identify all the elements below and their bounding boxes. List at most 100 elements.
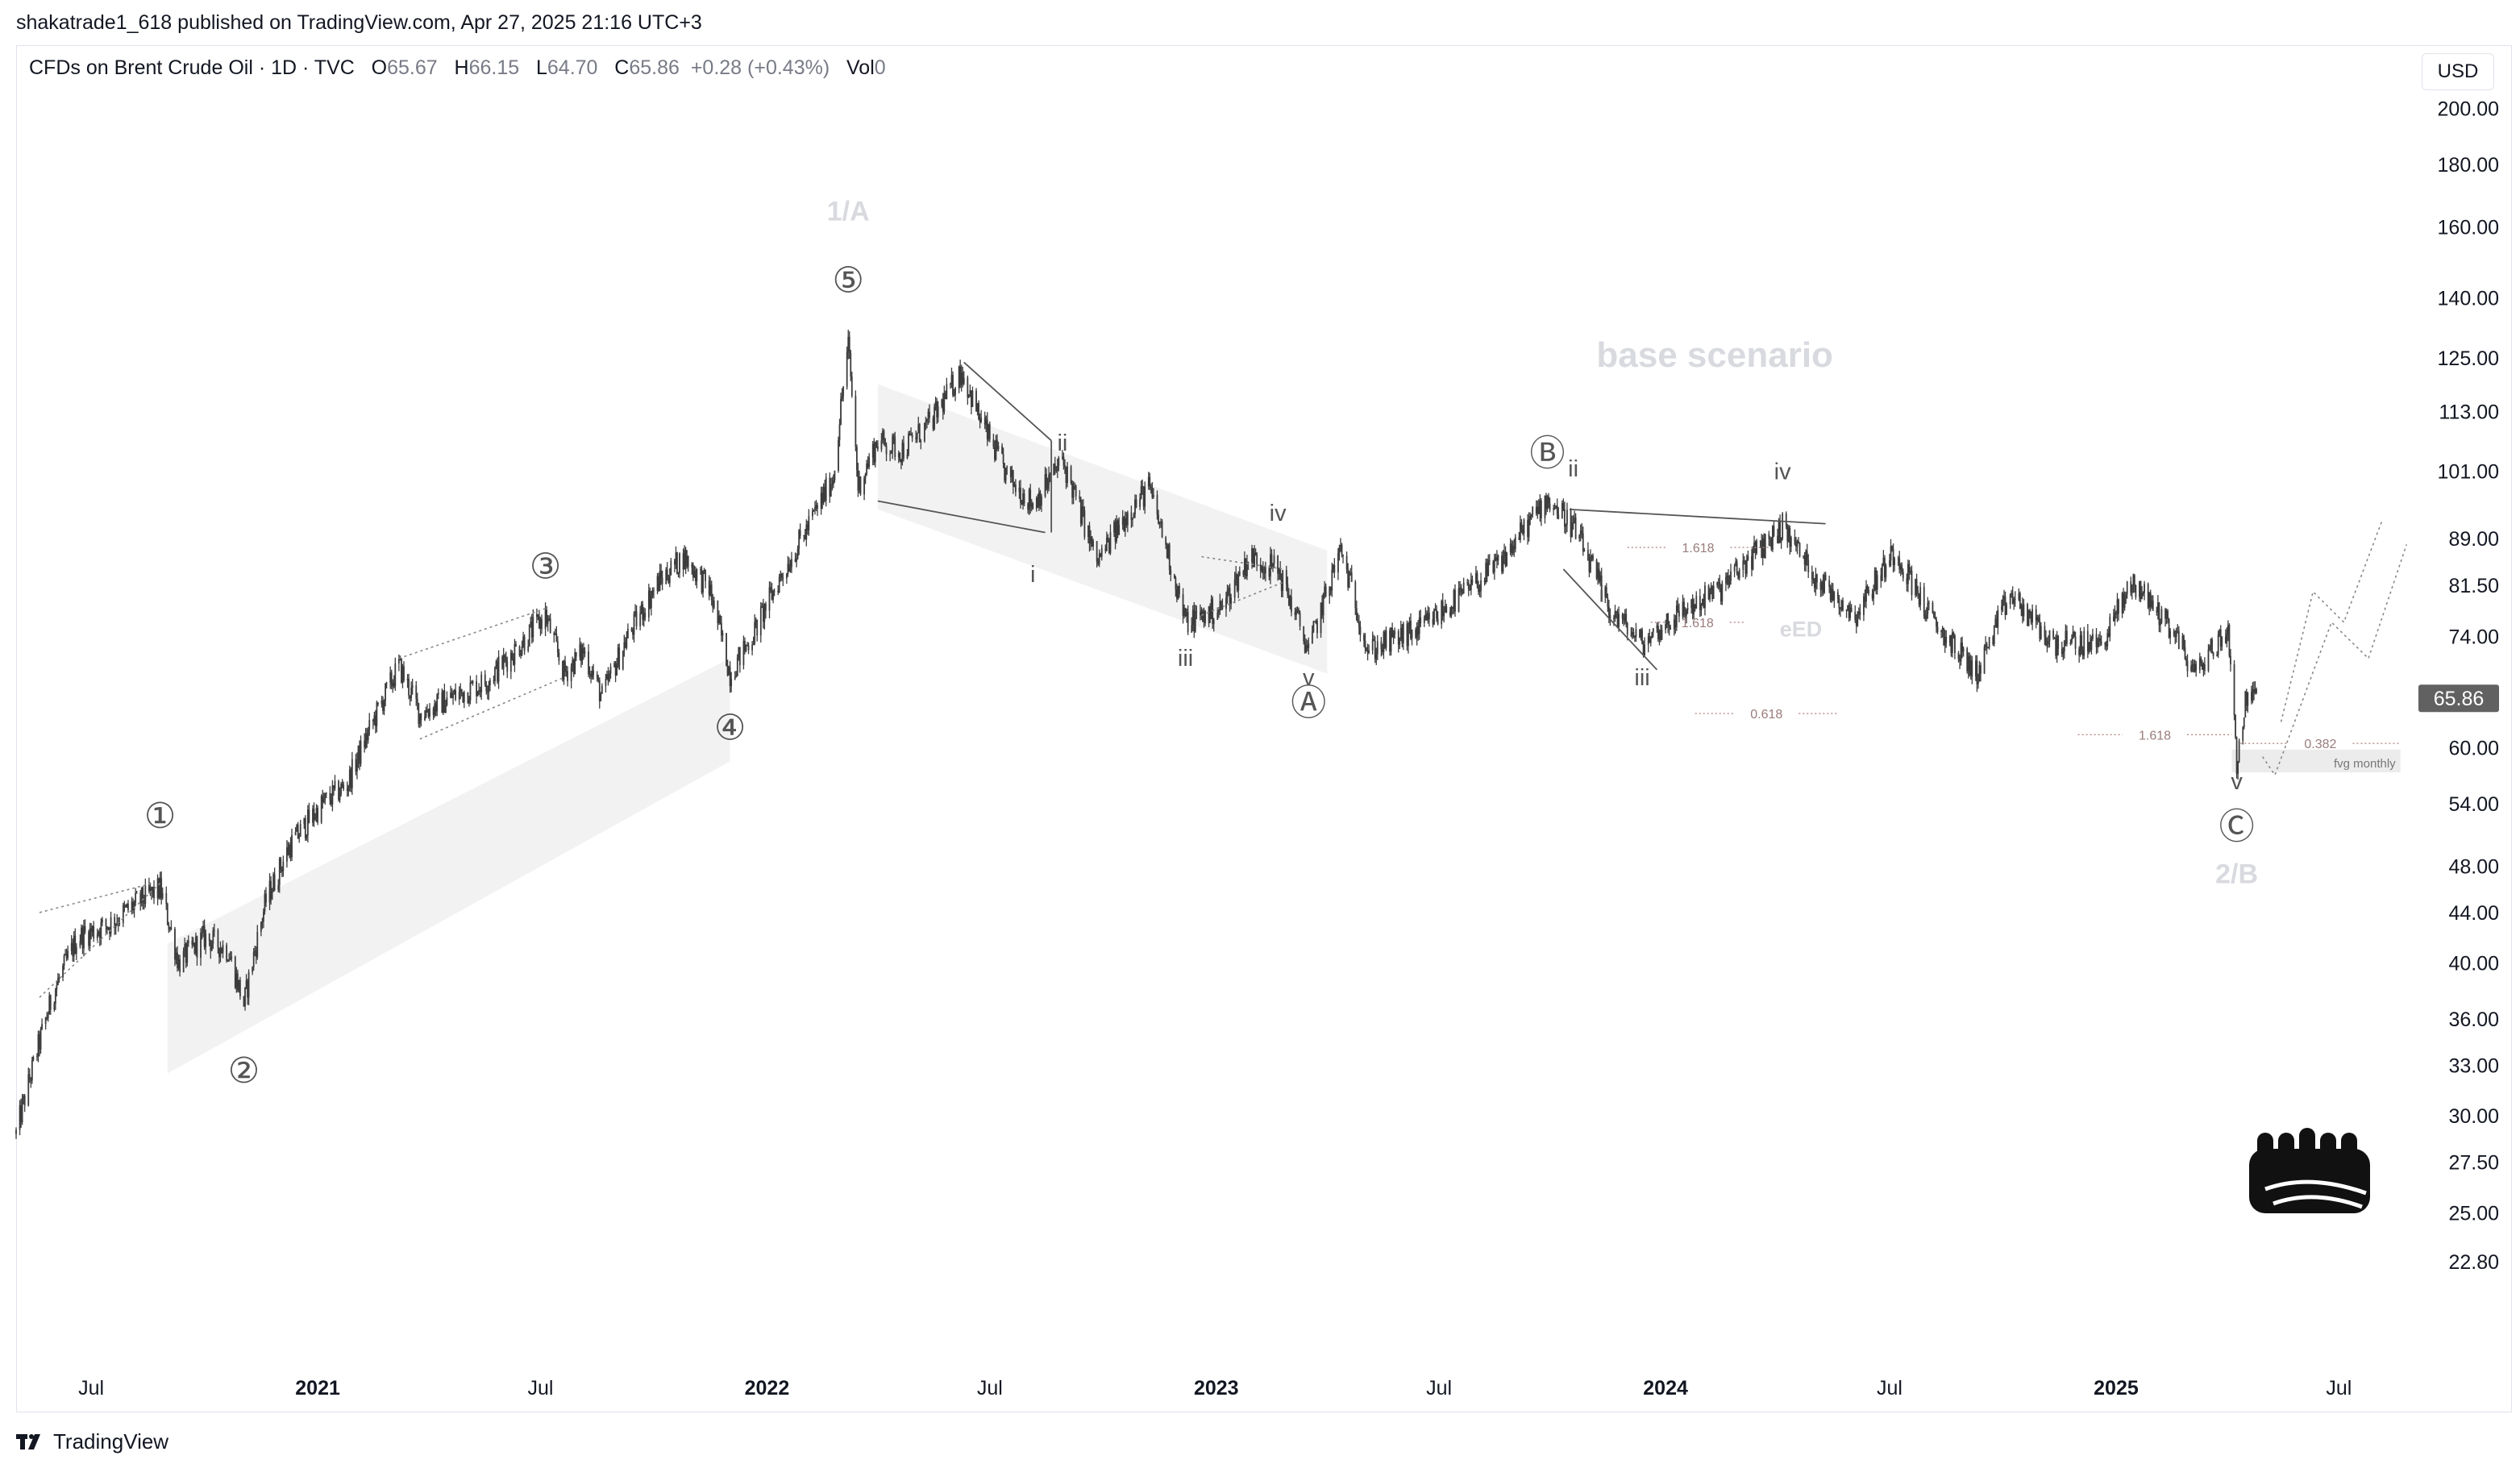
candle-body	[495, 661, 497, 668]
candle-body	[684, 550, 687, 567]
candle-body	[123, 905, 126, 907]
candle-body	[1665, 624, 1666, 630]
candle-body	[451, 692, 453, 698]
candle-body	[201, 931, 203, 934]
candle-body	[1678, 610, 1680, 617]
candle-body	[1918, 593, 1920, 605]
candle-body	[812, 510, 813, 517]
candle-body	[393, 682, 395, 687]
wave-label-minor: iii	[1634, 665, 1649, 691]
candle-body	[298, 836, 301, 838]
candle-body	[2186, 660, 2189, 672]
candle-body	[541, 618, 543, 630]
candle-body	[841, 396, 843, 399]
candle-body	[409, 695, 411, 698]
candle-body	[1873, 570, 1876, 591]
candle-body	[2097, 641, 2098, 647]
candle-body	[222, 945, 224, 954]
candle-body	[788, 564, 790, 572]
candle-body	[229, 958, 231, 960]
candle-body	[1829, 586, 1832, 601]
candle-body	[390, 672, 393, 687]
candle-body	[23, 1096, 26, 1106]
tradingview-logo-icon	[16, 1434, 40, 1449]
candle-body	[1161, 521, 1163, 538]
candle-body	[1761, 541, 1763, 558]
candle-body	[1579, 530, 1582, 535]
candle-body	[1109, 532, 1112, 553]
candle-body	[1957, 653, 1960, 659]
candle-body	[1417, 626, 1420, 634]
candle-body	[1789, 527, 1791, 547]
candle-body	[1032, 503, 1034, 509]
candle-body	[651, 590, 654, 597]
candle-body	[110, 917, 112, 934]
candle-body	[1261, 566, 1263, 572]
candle-body	[1925, 613, 1927, 619]
candle-body	[1849, 607, 1852, 618]
candle-body	[626, 629, 629, 638]
candle-body	[90, 928, 93, 933]
chart-frame[interactable]	[16, 45, 2512, 1412]
candle-body	[308, 809, 310, 823]
candle-body	[1707, 585, 1710, 600]
candle-body	[1798, 541, 1799, 543]
candle-body	[574, 652, 576, 675]
candle-body	[2029, 610, 2031, 613]
candle-body	[1725, 576, 1727, 584]
candle-body	[1126, 512, 1129, 526]
candle-body	[1487, 560, 1490, 576]
candle-body	[1599, 575, 1602, 581]
candle-body	[794, 559, 796, 562]
candle-body	[1263, 572, 1266, 574]
candle-body	[1116, 520, 1117, 542]
candle-body	[446, 697, 448, 705]
candle-body	[726, 633, 727, 667]
candle-body	[2254, 688, 2256, 693]
candle-body	[1907, 564, 1909, 584]
candle-body	[2183, 635, 2185, 647]
candle-body	[63, 955, 65, 967]
candle-body	[1262, 566, 1264, 573]
wave-channel	[167, 658, 730, 1074]
candle-body	[1927, 602, 1929, 614]
candle-body	[124, 906, 127, 908]
candle-body	[1703, 599, 1705, 609]
candle-body	[210, 941, 212, 951]
candle-body	[942, 399, 944, 412]
candle-body	[296, 825, 298, 832]
candle-body	[244, 988, 246, 1007]
candle-body	[953, 394, 955, 396]
candle-body	[385, 682, 388, 684]
currency-button[interactable]: USD	[2422, 53, 2494, 90]
candle-body	[864, 473, 867, 478]
candle-body	[677, 572, 680, 574]
price-axis-tick: 40.00	[2448, 953, 2499, 975]
trendline	[419, 676, 564, 740]
candle-body	[1899, 565, 1902, 570]
candle-body	[1303, 626, 1305, 642]
candle-body	[382, 700, 384, 711]
time-axis-tick: Jul	[977, 1377, 1003, 1400]
candle-body	[1702, 599, 1703, 605]
candle-body	[1969, 660, 1972, 676]
candle-body	[472, 681, 474, 684]
candle-body	[1848, 605, 1850, 618]
candle-body	[1200, 610, 1203, 616]
candle-body	[19, 1105, 21, 1130]
candle-body	[1186, 612, 1188, 617]
candle-body	[1509, 543, 1512, 553]
candle-body	[1660, 630, 1661, 640]
candle-body	[1537, 506, 1540, 514]
candle-body	[2090, 638, 2093, 651]
candle-body	[2071, 638, 2073, 643]
candle-body	[1945, 637, 1948, 643]
candle-body	[1337, 552, 1339, 573]
candle-body	[96, 934, 98, 938]
candle-body	[1782, 514, 1784, 539]
candle-body	[2253, 688, 2255, 693]
candle-body	[1179, 585, 1180, 594]
candle-body	[590, 673, 592, 677]
candle-body	[443, 690, 446, 713]
